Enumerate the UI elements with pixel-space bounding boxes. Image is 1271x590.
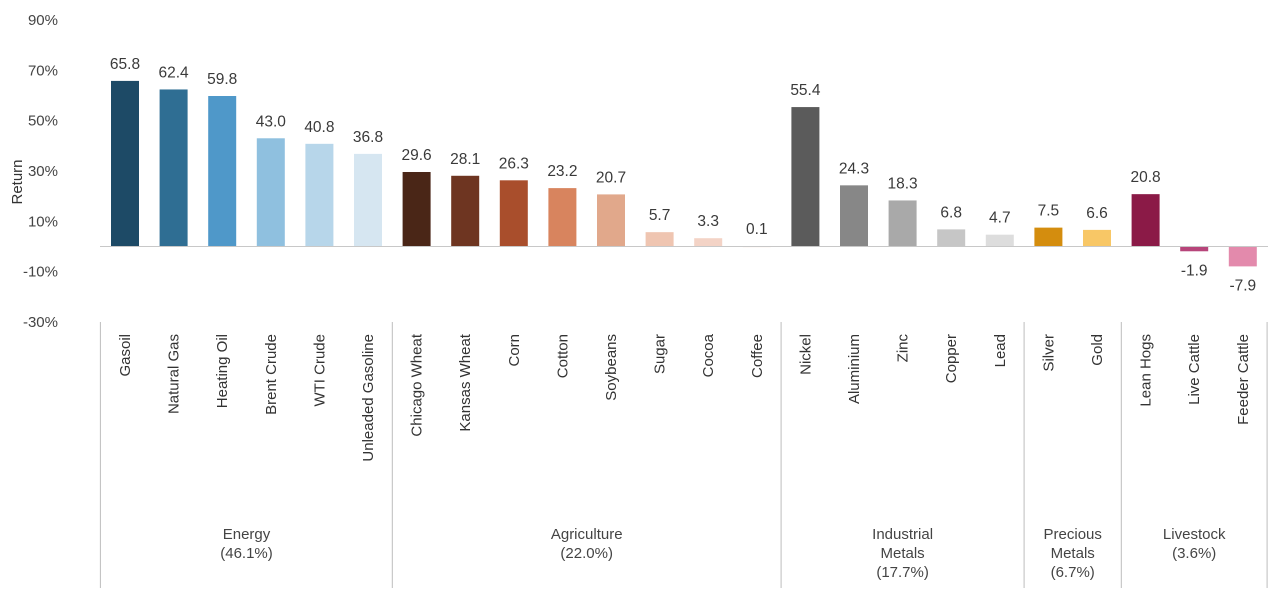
value-label-soybeans: 20.7: [596, 169, 626, 186]
category-label-wti-crude: WTI Crude: [311, 334, 328, 407]
value-labels: 65.8 62.4 59.8 43.0 40.8 36.8 29.6 28.1 26.3 23.2…: [110, 56, 1256, 294]
bar-kansas-wheat: [451, 175, 480, 247]
category-label-gold: Gold: [1089, 334, 1106, 366]
bar-unleaded-gasoline: [354, 153, 382, 247]
y-tick-label: -30%: [23, 314, 58, 331]
bar-live-cattle: [1180, 246, 1209, 252]
category-labels: Gasoil Natural Gas Heating Oil Brent Crude W…: [117, 333, 1252, 461]
bar-feeder-cattle: [1228, 246, 1257, 267]
y-tick-label: 90%: [28, 12, 58, 29]
value-label-lead: 4.7: [989, 210, 1011, 227]
y-axis: -30% -10% 10% 30% 50% 70% 90%: [23, 12, 58, 331]
bar-chicago-wheat: [402, 172, 431, 247]
bar-corn: [499, 180, 528, 247]
category-label-cocoa: Cocoa: [700, 333, 717, 377]
y-tick-label: 30%: [28, 163, 58, 180]
group-label-livestock-3-6: Livestock: [1163, 526, 1226, 543]
group-label-industrial-metals-17-7: (17.7%): [876, 564, 929, 581]
value-label-heating-oil: 59.8: [207, 71, 237, 88]
category-label-brent-crude: Brent Crude: [263, 334, 280, 415]
y-axis-label: Return: [9, 159, 26, 204]
category-label-natural-gas: Natural Gas: [166, 334, 183, 414]
bar-cocoa: [694, 238, 723, 247]
value-label-feeder-cattle: -7.9: [1229, 277, 1256, 294]
category-label-lead: Lead: [992, 334, 1009, 367]
bar-aluminium: [840, 185, 868, 247]
bar-gold: [1083, 229, 1111, 247]
group-label-precious-metals-6-7: Precious: [1044, 526, 1102, 543]
value-label-cotton: 23.2: [547, 163, 577, 180]
category-label-gasoil: Gasoil: [117, 334, 134, 377]
category-label-silver: Silver: [1040, 334, 1057, 372]
group-label-precious-metals-6-7: (6.7%): [1051, 564, 1095, 581]
bar-brent-crude: [256, 138, 285, 247]
y-tick-label: 50%: [28, 113, 58, 130]
value-label-zinc: 18.3: [888, 175, 918, 192]
y-tick-label: -10%: [23, 264, 58, 281]
category-label-corn: Corn: [506, 334, 523, 367]
group-label-energy-46-1: Energy: [223, 526, 271, 543]
bar-sugar: [645, 232, 674, 247]
group-label-precious-metals-6-7: Metals: [1051, 545, 1095, 562]
bars: [111, 80, 1257, 267]
bar-wti-crude: [305, 143, 334, 247]
bar-heating-oil: [208, 96, 237, 247]
value-label-kansas-wheat: 28.1: [450, 151, 480, 168]
value-label-chicago-wheat: 29.6: [402, 147, 432, 164]
category-label-unleaded-gasoline: Unleaded Gasoline: [360, 334, 377, 462]
bar-lead: [985, 234, 1014, 247]
value-label-sugar: 5.7: [649, 207, 671, 224]
bar-copper: [937, 229, 966, 247]
bar-silver: [1034, 227, 1063, 247]
value-label-gold: 6.6: [1086, 205, 1108, 222]
value-label-copper: 6.8: [940, 204, 962, 221]
bar-lean-hogs: [1131, 194, 1160, 247]
bar-cotton: [548, 188, 577, 247]
category-label-sugar: Sugar: [652, 334, 669, 374]
category-label-chicago-wheat: Chicago Wheat: [409, 333, 426, 436]
group-label-agriculture-22-0: (22.0%): [560, 545, 613, 562]
category-label-nickel: Nickel: [797, 334, 814, 375]
category-label-heating-oil: Heating Oil: [214, 334, 231, 408]
category-label-lean-hogs: Lean Hogs: [1138, 334, 1155, 407]
bar-nickel: [791, 107, 820, 247]
category-label-soybeans: Soybeans: [603, 334, 620, 401]
value-label-brent-crude: 43.0: [256, 113, 287, 130]
category-label-zinc: Zinc: [895, 334, 912, 363]
value-label-nickel: 55.4: [790, 82, 821, 99]
group-label-industrial-metals-17-7: Metals: [881, 545, 925, 562]
bar-soybeans: [597, 194, 625, 247]
value-label-cocoa: 3.3: [697, 213, 719, 230]
value-label-live-cattle: -1.9: [1181, 262, 1208, 279]
category-label-aluminium: Aluminium: [846, 334, 863, 404]
category-label-cotton: Cotton: [554, 334, 571, 378]
group-dividers: [99, 322, 1268, 588]
value-label-natural-gas: 62.4: [159, 64, 190, 81]
group-label-livestock-3-6: (3.6%): [1172, 545, 1216, 562]
category-label-kansas-wheat: Kansas Wheat: [457, 333, 474, 431]
group-labels: Energy (46.1%) Agriculture (22.0%) Industria…: [220, 526, 1226, 581]
category-label-live-cattle: Live Cattle: [1186, 334, 1203, 405]
value-label-wti-crude: 40.8: [304, 119, 334, 136]
group-label-industrial-metals-17-7: Industrial: [872, 526, 933, 543]
group-label-energy-46-1: (46.1%): [220, 545, 273, 562]
group-label-agriculture-22-0: Agriculture: [551, 526, 623, 543]
category-label-coffee: Coffee: [749, 334, 766, 378]
category-label-copper: Copper: [943, 334, 960, 383]
bar-zinc: [888, 200, 917, 247]
value-label-lean-hogs: 20.8: [1131, 169, 1161, 186]
value-label-silver: 7.5: [1038, 203, 1060, 220]
y-tick-label: 70%: [28, 62, 58, 79]
bar-natural-gas: [159, 89, 188, 247]
value-label-coffee: 0.1: [746, 221, 768, 238]
value-label-corn: 26.3: [499, 155, 529, 172]
value-label-unleaded-gasoline: 36.8: [353, 129, 383, 146]
category-label-feeder-cattle: Feeder Cattle: [1235, 334, 1252, 425]
value-label-gasoil: 65.8: [110, 56, 140, 73]
bar-gasoil: [111, 80, 139, 247]
y-tick-label: 10%: [28, 213, 58, 230]
value-label-aluminium: 24.3: [839, 160, 869, 177]
